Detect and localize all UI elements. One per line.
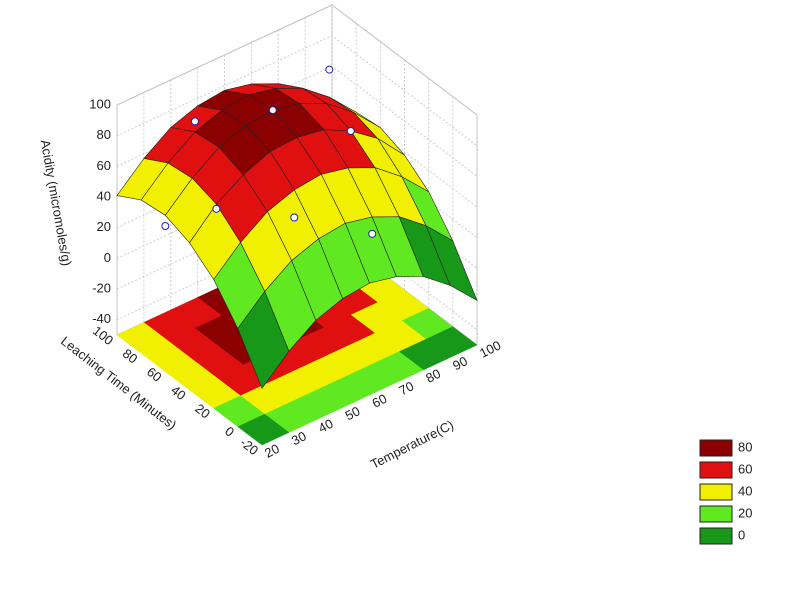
grid-line: [116, 96, 478, 208]
legend-label: 80: [738, 439, 752, 454]
data-point: [190, 117, 199, 126]
z-tick-label: 80: [97, 127, 111, 142]
x-tick-label: 20: [262, 441, 282, 461]
x-tick-label: 70: [396, 378, 416, 398]
z-tick-label: 20: [97, 219, 111, 234]
x-tick-label: 80: [423, 366, 443, 386]
legend-label: 0: [738, 527, 745, 542]
x-tick-label: 40: [316, 416, 336, 436]
legend-label: 60: [738, 461, 752, 476]
z-tick-label: 100: [89, 96, 111, 111]
legend-label: 20: [738, 505, 752, 520]
data-point: [368, 229, 377, 238]
contour-cell: [237, 413, 290, 446]
data-point: [212, 204, 221, 213]
x-tick-label: 100: [477, 338, 503, 361]
z-axis-title: Acidity (micromoles/g): [38, 139, 75, 268]
z-tick-label: -40: [92, 311, 111, 326]
data-point: [268, 106, 277, 115]
legend-swatch: [699, 439, 733, 457]
x-axis-title: Temperature(C): [368, 417, 456, 472]
y-tick-label: 0: [222, 423, 237, 439]
legend-swatch: [699, 461, 733, 479]
z-tick-label: -20: [92, 280, 111, 295]
data-point: [161, 222, 170, 230]
x-tick-label: 60: [370, 391, 390, 411]
grid-line: [116, 35, 478, 147]
y-tick-label: 100: [90, 323, 116, 348]
grid-line: [116, 4, 478, 116]
data-point: [346, 127, 355, 135]
legend-swatch: [699, 483, 733, 501]
legend-swatch: [699, 505, 733, 523]
data-point: [325, 65, 334, 74]
legend-label: 40: [738, 483, 752, 498]
data-point: [290, 213, 299, 222]
legend-swatch: [699, 527, 733, 545]
x-tick-label: 90: [450, 353, 470, 373]
z-tick-label: 0: [104, 250, 111, 265]
z-tick-label: 60: [97, 158, 111, 173]
z-tick-label: 40: [97, 188, 111, 203]
x-tick-label: 30: [289, 428, 309, 448]
surface-cell: [237, 290, 290, 389]
x-tick-label: 50: [343, 403, 363, 423]
